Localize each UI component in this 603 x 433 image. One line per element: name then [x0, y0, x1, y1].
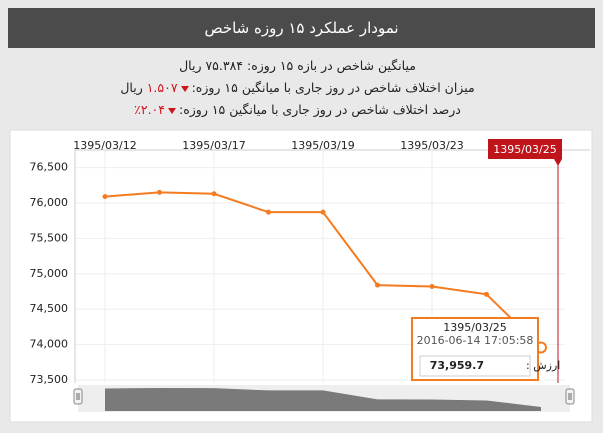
crosshair-pin: [554, 159, 562, 166]
x-tick-label: 1395/03/23: [400, 139, 463, 152]
y-tick-label: 73,500: [30, 373, 69, 386]
point: [375, 282, 380, 288]
average: میانگین شاخص در بازه ۱۵ روزه: ۷۵.۳۸۴ ریا…: [179, 58, 416, 73]
tooltip-value-prefix: ارزش :: [526, 359, 560, 372]
difference-label: میزان اختلاف شاخص در روز جاری با میانگین…: [191, 80, 475, 95]
y-tick-label: 75,500: [30, 231, 69, 244]
title-bar: نمودار عملکرد ۱۵ روزه شاخص: [8, 8, 595, 48]
tooltip-date: 1395/03/25: [443, 321, 506, 334]
average-line: میانگین شاخص در بازه ۱۵ روزه: ۷۵.۳۸۴ ریا…: [10, 58, 585, 73]
point: [266, 209, 271, 215]
point: [157, 189, 162, 195]
y-tick-label: 74,500: [30, 302, 69, 315]
difference-unit: ریال: [120, 80, 143, 95]
y-tick-label: 75,000: [30, 267, 69, 280]
title: نمودار عملکرد ۱۵ روزه شاخص: [204, 19, 399, 37]
y-tick-label: 76,500: [30, 161, 69, 174]
point: [484, 291, 489, 297]
navigator-area: [105, 388, 541, 411]
navigator-handle: [73, 388, 83, 405]
tooltip-value: 73,959.7: [430, 359, 484, 372]
percent-value: ۲.۰۴٪: [134, 102, 165, 117]
point: [429, 284, 435, 290]
down-icon: [167, 107, 176, 114]
down-icon: [180, 85, 189, 92]
x-tick-label: 1395/03/17: [182, 139, 245, 152]
tooltip-value-box: [419, 355, 531, 377]
percent-line: درصد اختلاف شاخص در روز جاری با میانگین …: [10, 102, 585, 117]
y-tick-label: 76,000: [30, 196, 69, 209]
percent-label: درصد اختلاف شاخص در روز جاری با میانگین …: [178, 102, 461, 117]
difference-value: ۱.۵۰۷: [146, 80, 178, 95]
point: [102, 194, 108, 200]
crosshair-label-bg: [488, 139, 562, 159]
x-tick-label: 1395/03/19: [291, 139, 354, 152]
point: [211, 191, 217, 197]
tooltip-time: 2016-06-14 17:05:58: [417, 334, 534, 347]
point: [320, 209, 326, 215]
x-tick-label: 1395/03/12: [73, 139, 136, 152]
crosshair-label: 1395/03/25: [493, 143, 556, 156]
navigator-handle: [565, 388, 575, 405]
difference-line: میزان اختلاف شاخص در روز جاری با میانگین…: [10, 80, 585, 95]
y-tick-label: 74,000: [30, 338, 69, 351]
